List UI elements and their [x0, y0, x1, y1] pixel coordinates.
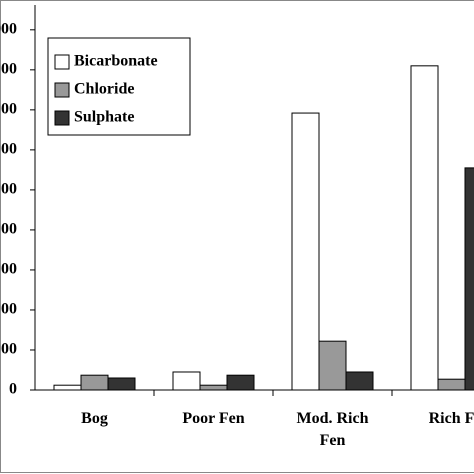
legend-box [47, 37, 191, 136]
bar [172, 371, 201, 391]
y-tick-label: 000 [0, 20, 17, 37]
bar [53, 384, 82, 391]
y-tick-label: 00 [1, 61, 17, 78]
bar [80, 374, 109, 391]
bar [226, 374, 255, 391]
legend-swatch [54, 110, 70, 126]
bar [291, 112, 320, 391]
bar [199, 384, 228, 391]
bar [318, 340, 347, 391]
bar [464, 167, 474, 391]
bar [107, 377, 136, 391]
legend-label: Sulphate [74, 109, 134, 126]
legend-swatch [54, 82, 70, 98]
bar [345, 371, 374, 391]
y-tick-label: 00 [1, 301, 17, 318]
legend-swatch [54, 54, 70, 70]
x-tick-label: Rich F [428, 410, 474, 427]
y-tick-label: 00 [1, 101, 17, 118]
y-tick-label: 0 [9, 381, 17, 398]
bar [410, 65, 439, 391]
y-tick-label: 00 [1, 341, 17, 358]
bar [437, 378, 466, 391]
x-tick-label: Poor Fen [182, 410, 245, 427]
legend-label: Bicarbonate [74, 53, 158, 70]
y-tick-label: 00 [1, 181, 17, 198]
x-tick-label: Bog [81, 410, 108, 427]
x-tick-label: Mod. Rich Fen [296, 410, 369, 449]
y-tick-label: 00 [1, 221, 17, 238]
legend-label: Chloride [74, 81, 134, 98]
y-tick-label: 00 [1, 261, 17, 278]
y-tick-label: 00 [1, 141, 17, 158]
